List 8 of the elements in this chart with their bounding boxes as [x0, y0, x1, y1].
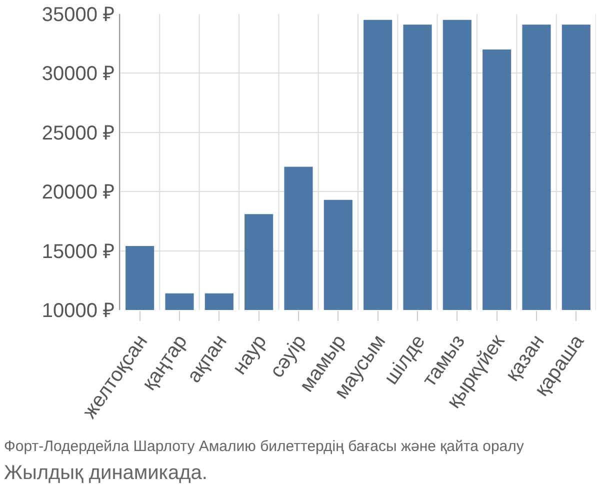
y-tick-label: 20000 ₽	[42, 182, 115, 204]
y-tick-label: 30000 ₽	[42, 63, 115, 86]
y-tick-label: 25000 ₽	[42, 122, 115, 144]
y-tick-label: 35000 ₽	[42, 4, 115, 26]
y-tick-label: 15000 ₽	[42, 240, 115, 263]
y-tick-label: 10000 ₽	[42, 300, 115, 322]
text: Форт-Лодердейла Шарлоту Амалию билеттердің бағасы және қайта оралу	[4, 438, 524, 455]
text: Жылдық динамикада.	[4, 462, 208, 484]
